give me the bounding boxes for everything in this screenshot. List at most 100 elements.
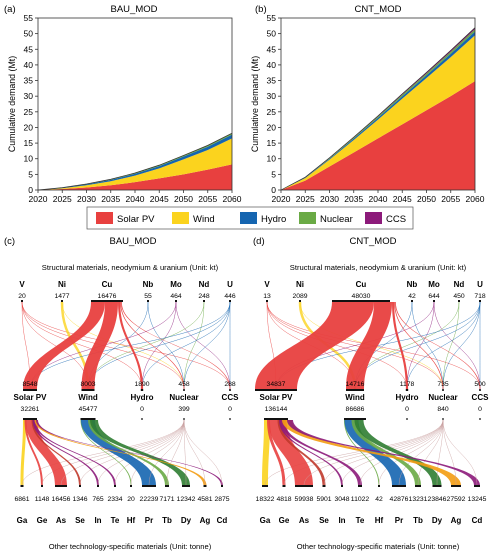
node-material-Nd	[458, 300, 460, 302]
tech-label: Nuclear	[169, 393, 198, 402]
material-value-V: 20	[18, 293, 26, 300]
y-tick-label: 5	[28, 169, 33, 179]
other-value-Tb: 13231	[409, 496, 428, 503]
other-label-In: In	[94, 516, 101, 525]
node-other-Cd	[221, 485, 223, 487]
y-tick-label: 45	[24, 44, 34, 54]
material-value-U: 718	[474, 293, 486, 300]
material-value-Nd: 450	[453, 293, 465, 300]
area-series-wind	[38, 138, 232, 190]
caption-bottom-d: Other technology-specific materials (Uni…	[297, 542, 460, 551]
material-label-Ni: Ni	[58, 280, 66, 289]
sankey-links-bottom	[262, 419, 480, 486]
other-value-In: 765	[92, 496, 104, 503]
legend-label-solar-pv: Solar PV	[117, 214, 155, 225]
material-value-Mo: 464	[170, 293, 182, 300]
legend-label-ccs: CCS	[386, 214, 406, 225]
sankey-diagrams: V 20 Ni 1477 Cu 16476 Nb 55 Mo 464 Nd 248 U 446 8548 So…	[14, 280, 490, 525]
other-value-Te: 11022	[351, 496, 370, 503]
node-tech-top-1	[346, 389, 364, 391]
y-tick-label: 35	[24, 76, 34, 86]
other-label-Hf: Hf	[127, 516, 136, 525]
other-value-Cd: 2875	[214, 496, 229, 503]
y-tick-label: 25	[267, 107, 277, 117]
other-value-Ag: 27592	[447, 496, 466, 503]
link-to-Te	[33, 420, 116, 485]
caption-top-c: Structural materials, neodymium & uraniu…	[42, 263, 219, 272]
area-top-outline	[280, 27, 476, 191]
other-value-Dy: 12342	[177, 496, 196, 503]
tech-other-value: 0	[405, 406, 409, 413]
y-tick-label: 50	[267, 29, 277, 39]
link-nuclear-to-Ge	[283, 419, 444, 486]
other-label-Pr: Pr	[145, 516, 153, 525]
link-Cu-to-solar-pv	[23, 302, 105, 389]
node-material-Ni	[299, 300, 301, 302]
legend-label-nuclear: Nuclear	[320, 214, 353, 225]
area-top-outline	[37, 132, 233, 191]
y-tick-label: 40	[267, 60, 277, 70]
other-value-Se: 1346	[72, 496, 87, 503]
panel-letter-b: (b)	[255, 4, 267, 15]
tech-structural-value: 14716	[346, 381, 365, 388]
node-tech-bottom-3	[183, 418, 185, 420]
tech-other-value: 32261	[21, 406, 40, 413]
link-U-to-tech	[442, 301, 481, 390]
other-label-Tb: Tb	[162, 516, 172, 525]
x-tick-label: 2055	[441, 194, 460, 204]
node-other-Ag	[203, 485, 207, 487]
y-tick-label: 55	[24, 13, 34, 23]
node-other-Ga	[20, 485, 24, 487]
link-Nd-to-tech	[442, 301, 460, 390]
y-tick-label: 55	[267, 13, 277, 23]
link-nuclear-to-Ga	[21, 419, 185, 486]
material-label-U: U	[477, 280, 483, 289]
node-other-Te	[114, 485, 116, 487]
link-nuclear-to-Tb	[417, 419, 444, 486]
panel-letter-a: (a)	[4, 4, 16, 15]
link-Mo-to-tech	[433, 301, 481, 390]
tech-structural-value: 8548	[22, 381, 37, 388]
link-nuclear-to-Tb	[166, 419, 185, 486]
tech-other-value: 0	[478, 406, 482, 413]
node-material-U	[229, 300, 231, 302]
other-label-Ga: Ga	[260, 516, 271, 525]
material-value-Mo: 644	[428, 293, 440, 300]
tech-label: Solar PV	[260, 393, 294, 402]
x-tick-label: 2040	[126, 194, 145, 204]
link-to-Se	[31, 420, 81, 485]
node-other-Hf	[378, 485, 380, 487]
link-to-Ga	[262, 420, 270, 485]
node-tech-top-1	[81, 389, 95, 391]
other-label-Se: Se	[319, 516, 329, 525]
link-nuclear-to-Pr	[148, 419, 185, 486]
tech-structural-value: 1178	[400, 381, 415, 388]
legend-swatch-ccs	[365, 212, 382, 224]
node-other-In	[97, 485, 99, 487]
link-Mo-to-tech	[175, 301, 231, 390]
panel-letter-c: (c)	[4, 236, 15, 247]
other-label-Se: Se	[75, 516, 85, 525]
other-value-Te: 2334	[107, 496, 122, 503]
legend-swatch-wind	[172, 212, 189, 224]
node-other-Te	[358, 485, 362, 487]
tech-structural-value: 500	[474, 381, 486, 388]
area-series-solar-pv	[38, 164, 232, 190]
other-value-Ge: 4818	[276, 496, 291, 503]
link-to-Hf	[80, 420, 132, 485]
material-value-Cu: 16476	[98, 293, 117, 300]
other-value-In: 3048	[334, 496, 349, 503]
link-Cu-to-solar-pv	[255, 302, 374, 389]
node-tech-bottom-3	[442, 418, 444, 420]
other-value-Ge: 1148	[35, 496, 50, 503]
sankey-d: V 13 Ni 2089 Cu 48030 Nb 42 Mo 644 Nd 450 U 718 34837 S…	[255, 280, 489, 525]
node-other-Pr	[392, 485, 406, 487]
tech-label: Hydro	[130, 393, 153, 402]
x-tick-label: 2045	[393, 194, 412, 204]
legend-swatch-hydro	[240, 212, 257, 224]
link-Nd-to-tech	[183, 301, 205, 390]
node-material-V	[21, 300, 23, 302]
x-tick-label: 2020	[29, 194, 48, 204]
node-other-Ge	[41, 485, 43, 487]
